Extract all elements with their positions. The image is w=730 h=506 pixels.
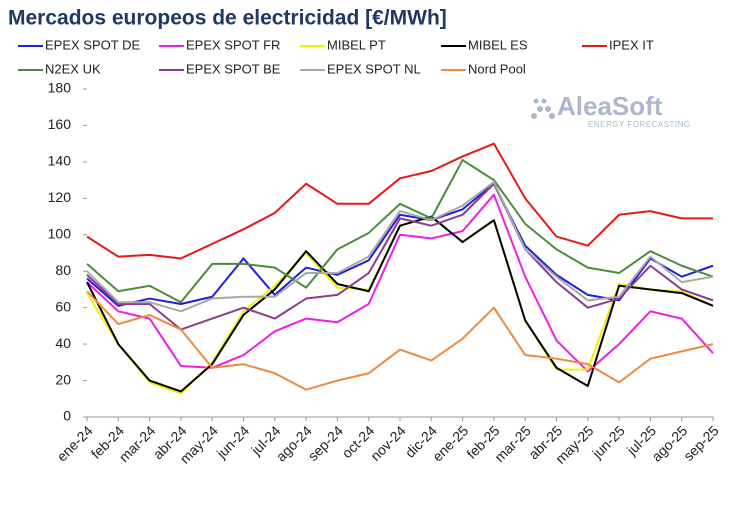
legend-label: EPEX SPOT FR [186, 37, 280, 52]
x-tick-label: ago-24 [273, 422, 315, 464]
legend-label: Nord Pool [468, 61, 526, 76]
series-line [86, 215, 714, 393]
y-tick-label: 160 [48, 116, 72, 132]
logo-dot [533, 98, 539, 104]
x-tick-label: mar-25 [491, 422, 534, 465]
watermark-tagline: ENERGY FORECASTING [588, 120, 691, 129]
x-tick-label: jun-25 [588, 422, 628, 462]
x-tick-label: ene-25 [429, 422, 471, 464]
logo-dot [537, 106, 543, 112]
logo-dot [545, 106, 551, 112]
x-tick-label: nov-24 [367, 422, 409, 464]
y-tick-label: 100 [48, 225, 72, 241]
legend-label: EPEX SPOT DE [45, 37, 140, 52]
y-tick-label: 60 [55, 298, 71, 314]
watermark: AleaSoft ENERGY FORECASTING [531, 91, 691, 129]
series-line [86, 142, 713, 260]
y-tick-label: 180 [48, 80, 72, 96]
legend-label: EPEX SPOT BE [186, 61, 281, 76]
x-tick-label: sep-24 [305, 422, 347, 464]
x-tick-label: mar-24 [116, 422, 159, 465]
x-tick-label: sep-25 [680, 422, 722, 464]
logo-dot [531, 113, 537, 119]
legend-label: N2EX UK [45, 61, 101, 76]
legend-label: MIBEL PT [327, 37, 386, 52]
logo-dot [541, 98, 547, 104]
y-tick-label: 80 [55, 262, 71, 278]
series-line [86, 290, 714, 391]
legend-label: MIBEL ES [468, 37, 528, 52]
series-line [86, 159, 714, 304]
chart-title: Mercados europeos de electricidad [€/MWh… [8, 7, 447, 30]
x-tick-label: ene-24 [54, 422, 96, 464]
x-tick-label: ago-25 [648, 422, 690, 464]
y-tick-label: 0 [63, 408, 71, 424]
legend-label: IPEX IT [609, 37, 654, 52]
y-tick-label: 20 [55, 371, 71, 387]
legend-label: EPEX SPOT NL [327, 61, 421, 76]
watermark-name: AleaSoft [557, 91, 663, 121]
series-line [86, 193, 714, 373]
y-tick-label: 140 [48, 153, 72, 169]
logo-dot [549, 113, 555, 119]
series-line [86, 180, 714, 313]
y-tick-label: 40 [55, 335, 71, 351]
y-tick-label: 120 [48, 189, 72, 205]
x-tick-label: jun-24 [213, 422, 253, 462]
series-line [86, 182, 714, 331]
